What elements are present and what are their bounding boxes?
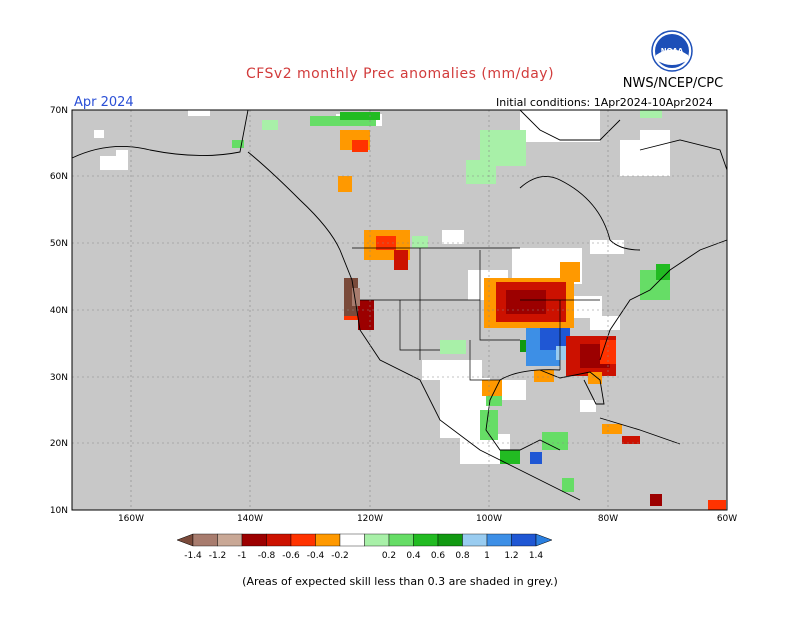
colorbar-label: -0.4 <box>307 551 325 561</box>
colorbar-label: -0.2 <box>331 551 349 561</box>
colorbar-swatch <box>413 533 439 547</box>
map-frame <box>71 109 728 511</box>
lat-tick-label: 10N <box>50 506 68 516</box>
colorbar-swatch <box>290 533 316 547</box>
colorbar-min-arrow <box>176 533 194 547</box>
colorbar-swatch <box>437 533 463 547</box>
lat-tick-label: 50N <box>50 239 68 249</box>
state-borders <box>352 247 600 381</box>
colorbar-swatch <box>339 533 365 547</box>
skill-note: (Areas of expected skill less than 0.3 a… <box>242 575 558 588</box>
lon-tick-label: 160W <box>118 514 144 524</box>
graticule <box>72 110 727 510</box>
colorbar-swatch <box>266 533 292 547</box>
lat-tick-label: 40N <box>50 306 68 316</box>
lat-tick-label: 30N <box>50 373 68 383</box>
noaa-logo-icon: NOAA <box>651 30 693 72</box>
lat-tick-label: 70N <box>50 106 68 116</box>
colorbar-label: 0.6 <box>431 551 446 561</box>
lat-axis: 70N 60N 50N 40N 30N 20N 10N <box>50 106 68 516</box>
colorbar-label: 0.2 <box>382 551 396 561</box>
lon-tick-label: 140W <box>237 514 263 524</box>
colorbar-swatch <box>364 533 390 547</box>
colorbar-label: -0.6 <box>282 551 300 561</box>
month-label: Apr 2024 <box>74 95 134 110</box>
colorbar-swatch <box>462 533 488 547</box>
coastlines <box>71 109 728 501</box>
lon-tick-label: 100W <box>476 514 502 524</box>
colorbar-label: -1 <box>238 551 247 561</box>
lon-tick-label: 120W <box>357 514 383 524</box>
colorbar-swatch <box>217 533 243 547</box>
colorbar-label: 1.2 <box>504 551 518 561</box>
lon-tick-label: 60W <box>717 514 737 524</box>
colorbar-swatch <box>486 533 512 547</box>
initial-conditions-label: Initial conditions: 1Apr2024-10Apr2024 <box>496 96 713 109</box>
lat-tick-label: 20N <box>50 439 68 449</box>
colorbar-swatch <box>241 533 267 547</box>
colorbar-swatches <box>176 533 553 547</box>
colorbar-swatch <box>511 533 537 547</box>
colorbar-label: -0.8 <box>258 551 276 561</box>
colorbar-label: -1.2 <box>209 551 227 561</box>
colorbar-label: 0.8 <box>455 551 470 561</box>
colorbar-label: 1 <box>484 551 490 561</box>
colorbar-label: 1.4 <box>529 551 544 561</box>
colorbar-swatch <box>315 533 341 547</box>
lon-tick-label: 80W <box>598 514 618 524</box>
colorbar-label: -1.4 <box>184 551 202 561</box>
colorbar-max-arrow <box>535 533 553 547</box>
lon-axis: 160W 140W 120W 100W 80W 60W <box>118 514 737 524</box>
colorbar-swatch <box>388 533 414 547</box>
lat-tick-label: 60N <box>50 172 68 182</box>
colorbar-labels: -1.4 -1.2 -1 -0.8 -0.6 -0.4 -0.2 0.2 0.4 0.6 0.8 1 1… <box>184 551 543 561</box>
colorbar-label: 0.4 <box>406 551 421 561</box>
colorbar-swatch <box>192 533 218 547</box>
anomaly-patches <box>94 110 726 510</box>
svg-text:NOAA: NOAA <box>661 47 684 55</box>
map-title: CFSv2 monthly Prec anomalies (mm/day) <box>245 66 555 82</box>
org-label: NWS/NCEP/CPC <box>622 76 724 91</box>
